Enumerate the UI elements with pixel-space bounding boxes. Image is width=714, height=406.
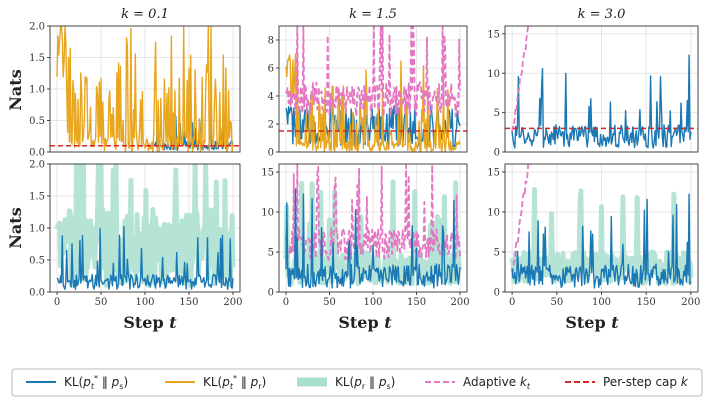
y-tick-label: 15 bbox=[487, 168, 500, 179]
x-tick-label: 150 bbox=[179, 297, 198, 308]
x-tick-label: 50 bbox=[95, 297, 108, 308]
series-group bbox=[54, 164, 236, 291]
x-tick-label: 200 bbox=[450, 297, 469, 308]
x-tick-label: 50 bbox=[323, 297, 336, 308]
x-tick-label: 200 bbox=[223, 297, 242, 308]
svg-text:KL(pt* ‖ pr): KL(pt* ‖ pr) bbox=[203, 374, 266, 391]
y-tick-label: 0.5 bbox=[29, 256, 45, 267]
y-tick-label: 15 bbox=[261, 168, 274, 179]
x-tick-label: 200 bbox=[681, 297, 700, 308]
legend-frame bbox=[11, 368, 703, 397]
y-tick-label: 0.5 bbox=[29, 116, 45, 127]
panel-1-0: 0.0 0.5 1.0 1.5 2.0 0 50 100 150 200 bbox=[29, 160, 242, 309]
y-tick-label: 2.0 bbox=[29, 22, 45, 33]
x-tick-label: 100 bbox=[363, 297, 382, 308]
y-tick-label: 0 bbox=[268, 288, 274, 299]
x-tick-label: 0 bbox=[509, 297, 515, 308]
x-axis-label-right: Step t bbox=[565, 313, 619, 332]
series-group bbox=[283, 164, 463, 289]
x-tick-label: 0 bbox=[54, 297, 60, 308]
y-tick-label: 0.0 bbox=[29, 288, 45, 299]
y-tick-label: 5 bbox=[494, 108, 500, 119]
x-axis-label-left: Step t bbox=[123, 313, 177, 332]
plot-frame bbox=[49, 25, 241, 153]
x-tick-label: 100 bbox=[592, 297, 611, 308]
panel-title: k = 0.1 bbox=[121, 7, 169, 22]
series-group bbox=[279, 26, 467, 152]
panel-title: k = 1.5 bbox=[349, 7, 397, 22]
x-tick-label: 0 bbox=[283, 297, 289, 308]
series-adaptive bbox=[511, 164, 532, 274]
y-tick-label: 0 bbox=[494, 288, 500, 299]
y-tick-label: 5 bbox=[494, 248, 500, 259]
plot-frame bbox=[504, 25, 699, 153]
svg-text:Adaptive kt: Adaptive kt bbox=[463, 375, 531, 391]
legend-entry-kl-star-s: KL(pt* ‖ ps) bbox=[26, 374, 128, 391]
legend-entry-adaptive: Adaptive kt bbox=[425, 375, 531, 391]
series-group bbox=[505, 26, 698, 149]
svg-text:KL(pt* ‖ ps): KL(pt* ‖ ps) bbox=[64, 374, 128, 391]
y-tick-label: 0.0 bbox=[29, 148, 45, 159]
y-tick-label: 10 bbox=[487, 208, 500, 219]
x-tick-label: 100 bbox=[135, 297, 154, 308]
svg-text:Per-step cap k: Per-step cap k bbox=[603, 375, 689, 389]
x-axis-label-middle: Step t bbox=[338, 313, 392, 332]
series-kl_star_s bbox=[511, 54, 692, 149]
series-kl_star_r bbox=[56, 26, 234, 152]
panel-title: k = 3.0 bbox=[578, 7, 626, 22]
panel-0-0: 0.0 0.5 1.0 1.5 2.0 k = 0.1 bbox=[29, 7, 241, 159]
y-axis-label-top: Nats bbox=[6, 69, 25, 110]
series-kl_star_s bbox=[511, 193, 692, 289]
series-kl_star_s bbox=[56, 225, 234, 291]
y-tick-label: 10 bbox=[261, 208, 274, 219]
y-tick-label: 0 bbox=[494, 148, 500, 159]
y-tick-label: 2.0 bbox=[29, 160, 45, 171]
series-group bbox=[509, 164, 694, 289]
y-tick-label: 1.5 bbox=[29, 53, 45, 64]
y-tick-label: 2 bbox=[268, 120, 274, 131]
y-tick-label: 1.0 bbox=[29, 224, 45, 235]
y-tick-label: 1.5 bbox=[29, 192, 45, 203]
y-tick-label: 10 bbox=[487, 69, 500, 80]
legend-entry-kl-star-r: KL(pt* ‖ pr) bbox=[165, 374, 266, 391]
y-tick-label: 4 bbox=[268, 92, 274, 103]
series-kl_r_s bbox=[54, 164, 236, 288]
y-tick-label: 1.0 bbox=[29, 85, 45, 96]
x-tick-label: 50 bbox=[550, 297, 563, 308]
x-tick-label: 150 bbox=[407, 297, 426, 308]
plot-frame bbox=[278, 25, 468, 153]
x-tick-label: 150 bbox=[637, 297, 656, 308]
legend: KL(pt* ‖ ps) KL(pt* ‖ pr) KL(pr ‖ ps) Ad… bbox=[11, 368, 703, 397]
y-tick-label: 15 bbox=[487, 29, 500, 40]
y-tick-label: 8 bbox=[268, 36, 274, 47]
svg-text:Step t: Step t bbox=[565, 313, 619, 332]
y-tick-label: 0 bbox=[268, 148, 274, 159]
legend-entry-kl-r-s: KL(pr ‖ ps) bbox=[297, 375, 395, 391]
svg-text:Step t: Step t bbox=[338, 313, 392, 332]
plot-frame bbox=[49, 163, 241, 293]
subplot-grid: 0.0 0.5 1.0 1.5 2.0 k = 0.1 0 2 4 6 8 k = 1.5 0 5 10 15… bbox=[29, 7, 700, 308]
series-adaptive bbox=[285, 164, 461, 261]
panel-0-1: 0 2 4 6 8 k = 1.5 bbox=[268, 7, 468, 159]
y-axis-label-bottom: Nats bbox=[6, 207, 25, 248]
series-adaptive bbox=[285, 26, 461, 118]
y-tick-label: 6 bbox=[268, 64, 274, 75]
svg-text:Step t: Step t bbox=[123, 313, 177, 332]
series-group bbox=[50, 26, 240, 152]
panel-0-2: 0 5 10 15 k = 3.0 bbox=[487, 7, 699, 159]
series-kl_r_s bbox=[283, 179, 463, 287]
series-kl_star_r bbox=[285, 53, 461, 152]
series-adaptive bbox=[511, 26, 532, 133]
legend-entry-cap: Per-step cap k bbox=[565, 375, 689, 389]
plot-frame bbox=[504, 163, 699, 293]
series-kl_star_s bbox=[285, 188, 461, 289]
svg-text:KL(pr ‖ ps): KL(pr ‖ ps) bbox=[335, 375, 395, 391]
y-tick-label: 5 bbox=[268, 248, 274, 259]
plot-frame bbox=[278, 163, 468, 293]
